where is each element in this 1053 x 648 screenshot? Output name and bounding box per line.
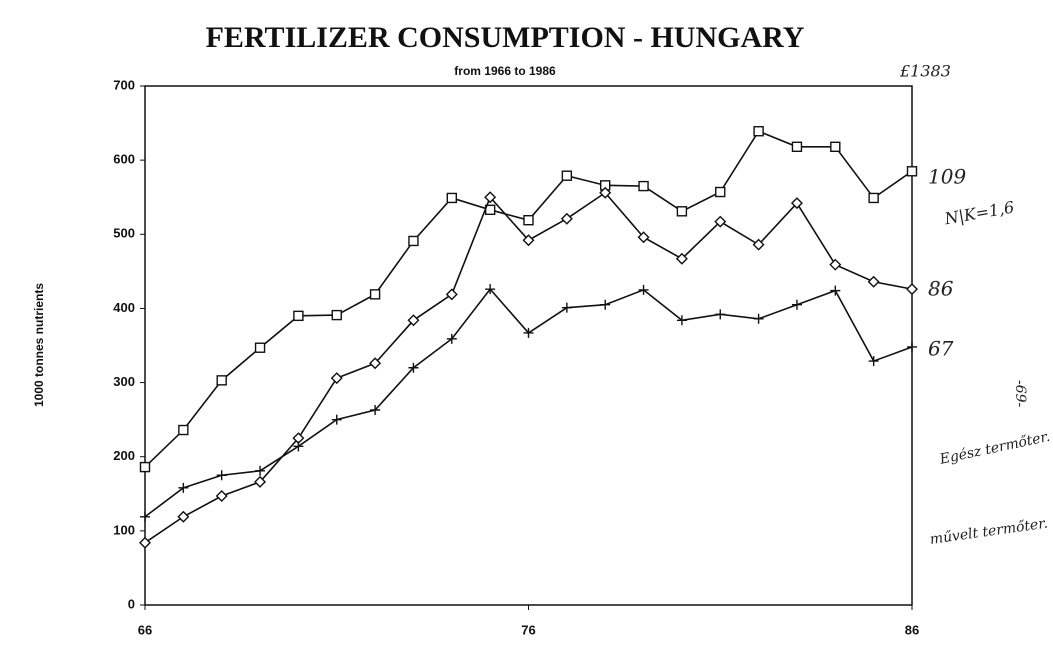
- y-tick-label: 600: [113, 152, 135, 167]
- plus-marker: [370, 405, 381, 416]
- square-marker: [868, 192, 879, 204]
- square-marker: [216, 375, 227, 386]
- square-marker: [293, 310, 304, 322]
- plus-marker: [408, 362, 419, 373]
- y-tick-label: 700: [113, 77, 135, 92]
- plus-marker: [791, 299, 802, 310]
- plus-marker: [178, 482, 189, 493]
- square-marker: [331, 309, 342, 321]
- diamond-marker: [906, 283, 918, 296]
- diamond-marker: [599, 186, 612, 199]
- square-marker: [753, 126, 764, 137]
- square-marker: [178, 424, 189, 436]
- plus-marker: [446, 333, 457, 344]
- diamond-marker: [215, 490, 228, 502]
- plus-marker: [676, 315, 687, 326]
- plus-marker: [830, 285, 841, 296]
- x-tick-label: 66: [138, 622, 152, 637]
- diamond-marker: [867, 275, 880, 288]
- square-marker: [408, 235, 419, 247]
- diamond-marker: [177, 510, 190, 523]
- handwritten-note: N|K=1,6: [942, 197, 1015, 228]
- square-marker: [676, 206, 688, 217]
- square-marker: [561, 170, 573, 181]
- plus-marker: [293, 441, 304, 452]
- plus-marker: [523, 327, 534, 338]
- diamond-marker: [445, 288, 458, 301]
- y-axis-label: 1000 tonnes nutrients: [32, 283, 46, 407]
- y-tick-label: 0: [128, 596, 135, 611]
- diamond-marker: [484, 191, 497, 204]
- plus-marker: [753, 313, 764, 324]
- plus-marker: [485, 284, 496, 295]
- plus-marker: [561, 302, 572, 313]
- y-tick-label: 200: [113, 448, 135, 463]
- plus-marker: [255, 465, 266, 476]
- y-tick-label: 500: [113, 226, 135, 241]
- handwritten-note: 86: [928, 277, 954, 301]
- square-marker: [254, 342, 266, 353]
- diamond-marker: [560, 212, 573, 225]
- handwritten-note: Egész termőter.: [937, 429, 1051, 468]
- handwritten-note: 109: [928, 165, 966, 189]
- diamond-marker: [330, 372, 343, 385]
- plus-marker: [907, 341, 917, 352]
- y-tick-label: 100: [113, 522, 135, 537]
- handwritten-note: művelt termőter.: [929, 516, 1049, 548]
- diamond-marker: [829, 258, 842, 271]
- square-marker: [791, 141, 803, 152]
- handwritten-note: -69-: [1012, 380, 1028, 408]
- diamond-marker: [522, 234, 535, 247]
- square-marker: [139, 461, 151, 473]
- series-line: [144, 130, 913, 468]
- square-marker: [830, 141, 841, 152]
- chart-title: FERTILIZER CONSUMPTION - HUNGARY: [206, 21, 805, 54]
- handwritten-note: £1383: [899, 62, 951, 81]
- y-tick-label: 400: [113, 300, 135, 315]
- diamond-marker: [139, 536, 151, 549]
- y-tick-label: 300: [113, 374, 135, 389]
- square-marker: [638, 180, 649, 192]
- diamond-marker: [407, 314, 420, 327]
- handwritten-note: 67: [928, 337, 954, 361]
- plus-marker: [600, 299, 611, 310]
- chart-subtitle: from 1966 to 1986: [454, 64, 556, 78]
- plus-marker: [140, 511, 150, 522]
- x-tick-label: 86: [905, 622, 919, 637]
- diamond-marker: [714, 215, 727, 228]
- diamond-marker: [790, 197, 803, 210]
- plus-marker: [638, 284, 649, 295]
- x-tick-label: 76: [521, 622, 535, 637]
- square-marker: [446, 192, 457, 204]
- plus-marker: [331, 414, 342, 425]
- square-marker: [369, 289, 381, 300]
- plus-marker: [715, 309, 726, 320]
- plus-marker: [868, 356, 879, 367]
- square-marker: [715, 186, 726, 198]
- square-marker: [906, 166, 918, 177]
- diamond-marker: [752, 238, 765, 251]
- diamond-marker: [254, 475, 267, 488]
- diamond-marker: [675, 252, 688, 265]
- square-marker: [523, 214, 534, 226]
- diamond-marker: [369, 357, 382, 370]
- plus-marker: [216, 470, 227, 481]
- diamond-marker: [637, 231, 650, 244]
